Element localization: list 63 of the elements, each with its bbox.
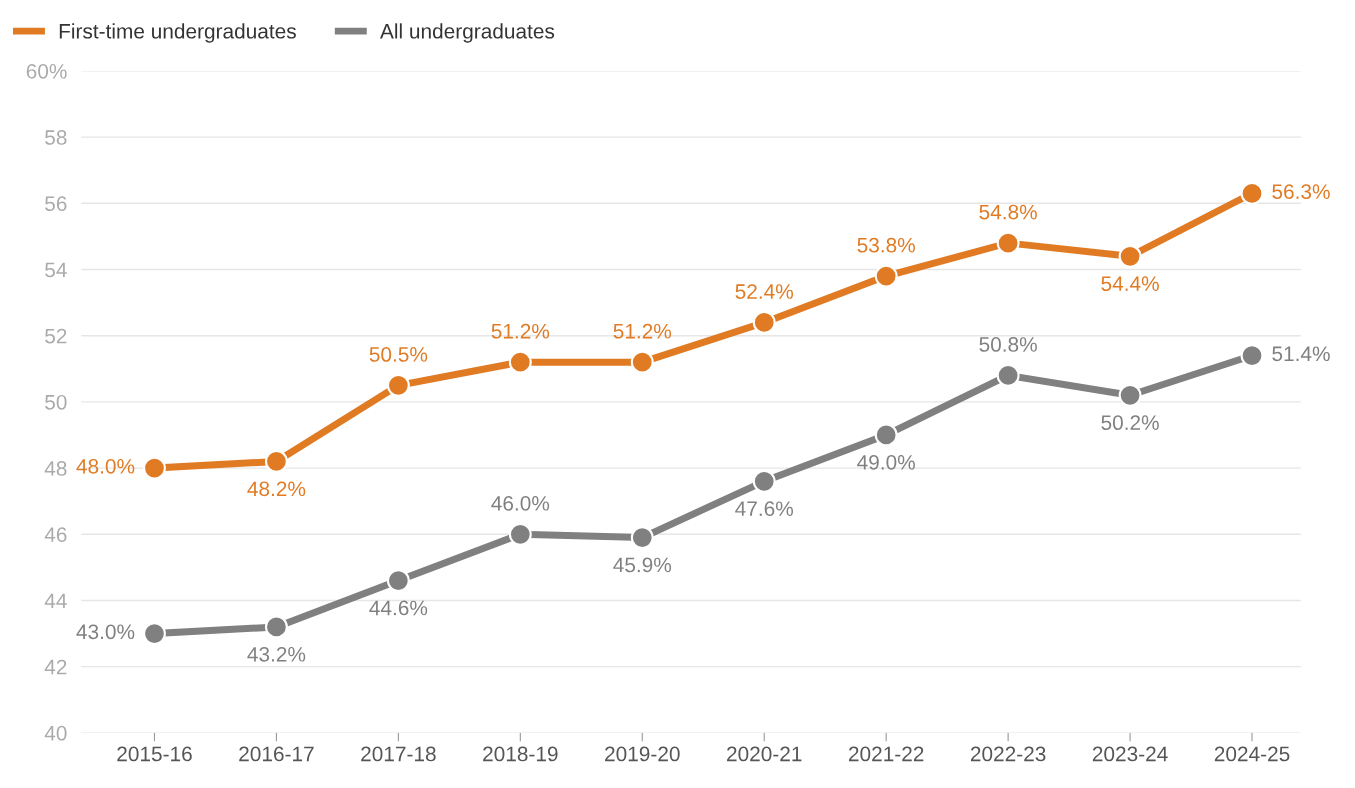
y-tick-label: 58 <box>45 130 67 145</box>
y-tick-label: 48 <box>44 461 67 476</box>
point <box>508 350 532 374</box>
point <box>1240 344 1264 367</box>
x-tick-label: 2022-23 <box>970 746 1046 762</box>
x-tick-label: 2024-25 <box>1214 746 1290 762</box>
x-tick-label: 2020-21 <box>727 746 802 762</box>
x-tick-label: 2021-22 <box>848 746 924 762</box>
y-tick-label: 42 <box>44 659 67 675</box>
y-tick-label: 56 <box>45 196 67 212</box>
data-label: 43.0% <box>76 624 135 640</box>
data-label: 56.3% <box>1272 184 1330 199</box>
legend-label: All undergraduates <box>380 23 555 43</box>
point <box>752 310 776 334</box>
data-label: 53.8% <box>857 237 915 253</box>
data-label: 54.4% <box>1101 276 1159 291</box>
x-tick-label: 2016-17 <box>239 746 314 762</box>
point <box>874 264 898 288</box>
point <box>630 350 654 374</box>
point <box>752 469 776 493</box>
point <box>264 615 288 639</box>
point <box>996 231 1020 255</box>
x-tick-label: 2017-18 <box>361 746 436 762</box>
data-label: 50.8% <box>979 337 1037 352</box>
point <box>143 622 166 646</box>
data-label: 51.2% <box>613 323 672 339</box>
legend-label: First-time undergraduates <box>59 23 296 43</box>
data-label: 51.2% <box>491 323 550 339</box>
x-tick-label: 2015-16 <box>117 746 192 762</box>
x-tick-label: 2018-19 <box>483 746 558 762</box>
data-label: 50.2% <box>1101 415 1159 431</box>
point <box>508 522 532 546</box>
data-label: 49.0% <box>857 454 915 470</box>
data-label: 46.0% <box>491 495 550 511</box>
data-label: 45.9% <box>613 557 672 573</box>
y-tick-label: 50 <box>45 394 67 410</box>
data-label: 48.0% <box>76 458 135 474</box>
point <box>874 423 898 447</box>
x-tick-label: 2023-24 <box>1092 746 1168 762</box>
y-tick-label: 60% <box>26 63 67 79</box>
y-tick-label: 44 <box>44 593 67 608</box>
point <box>996 363 1020 387</box>
point <box>1240 181 1264 205</box>
point <box>386 373 410 397</box>
y-tick-label: 52 <box>45 328 67 344</box>
point <box>264 450 288 473</box>
y-tick-label: 40 <box>44 725 67 741</box>
data-label: 43.2% <box>247 646 306 662</box>
data-label: 44.6% <box>369 600 428 616</box>
point <box>1118 383 1142 407</box>
data-label: 54.8% <box>979 204 1037 220</box>
point <box>143 456 166 480</box>
data-label: 51.4% <box>1272 346 1330 362</box>
y-tick-label: 46 <box>44 527 67 543</box>
y-tick-label: 54 <box>45 262 67 278</box>
point <box>386 569 410 593</box>
point <box>1118 244 1142 268</box>
data-label: 48.2% <box>247 481 306 497</box>
point <box>630 526 654 550</box>
data-label: 47.6% <box>735 501 794 517</box>
x-tick-label: 2019-20 <box>605 746 680 762</box>
data-label: 52.4% <box>735 284 794 299</box>
data-label: 50.5% <box>369 347 428 362</box>
